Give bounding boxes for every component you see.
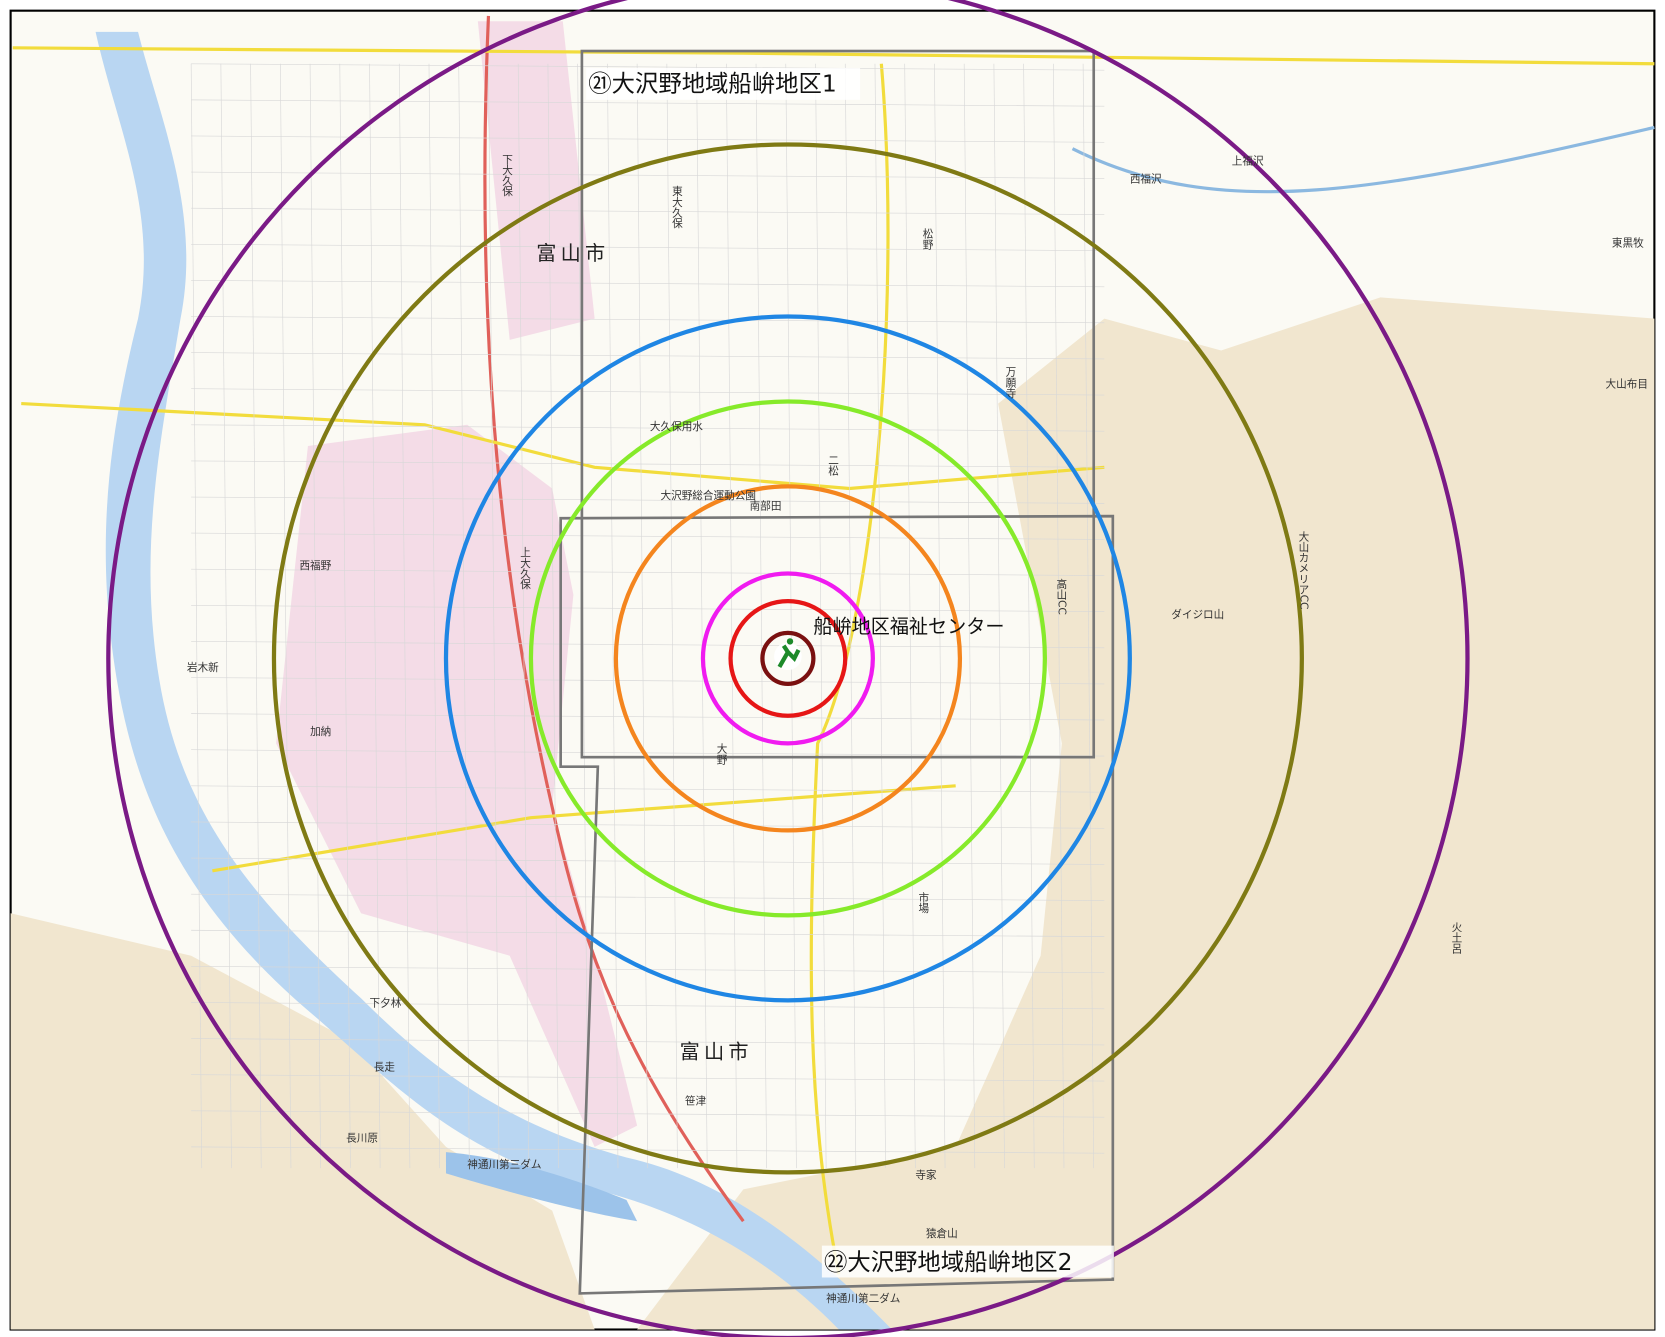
place-name: 岩木新 xyxy=(187,661,219,674)
place-name: 大久保用水 xyxy=(650,420,703,433)
place-name: 万願寺 xyxy=(1004,366,1017,398)
place-name: 下大久保 xyxy=(501,154,514,197)
place-name: 長走 xyxy=(374,1060,396,1073)
place-name: 笹津 xyxy=(685,1094,707,1107)
place-name: 上福沢 xyxy=(1232,155,1264,168)
place-name: 寺家 xyxy=(915,1169,937,1182)
place-name: 加納 xyxy=(310,725,331,738)
city-label: 富山市 xyxy=(680,1040,753,1064)
place-name: 松野 xyxy=(922,228,935,250)
place-name: 西福野 xyxy=(299,559,331,572)
place-name: 上大久保 xyxy=(519,547,532,590)
center-label: 船峅地区福祉センター xyxy=(813,615,1004,638)
place-name: 猿倉山 xyxy=(926,1227,958,1240)
map: ㉑大沢野地域船峅地区1 ㉒大沢野地域船峅地区2 船峅地区福祉センター 富山市 富… xyxy=(0,0,1665,1337)
place-name: 東大久保 xyxy=(671,185,684,229)
area-label: ㉑大沢野地域船峅地区1 xyxy=(588,69,836,97)
place-name: 神通川第三ダム xyxy=(467,1158,541,1171)
place-name: 西福沢 xyxy=(1130,173,1162,186)
place-name: 南部田 xyxy=(750,500,782,513)
place-name: 大山布目 xyxy=(1606,378,1648,391)
place-name: 大野 xyxy=(716,743,729,765)
place-name: 長川原 xyxy=(346,1132,378,1145)
place-name: 東黒牧 xyxy=(1612,236,1644,249)
area-label: ㉒大沢野地域船峅地区2 xyxy=(824,1248,1072,1276)
city-label: 富山市 xyxy=(536,241,609,265)
place-name: 火土呂 xyxy=(1450,922,1463,955)
place-name: 神通川第二ダム xyxy=(826,1292,900,1305)
place-name: ダイジロ山 xyxy=(1171,608,1224,621)
place-name: 下夕林 xyxy=(370,997,402,1010)
place-name: 高山CC xyxy=(1055,578,1068,615)
place-name: 二松 xyxy=(827,455,840,477)
place-name: 大山カメリアCC xyxy=(1297,530,1310,609)
icon-head xyxy=(787,638,793,644)
place-name: 大沢野総合運動公園 xyxy=(660,489,756,502)
place-name: 市場 xyxy=(917,891,930,914)
